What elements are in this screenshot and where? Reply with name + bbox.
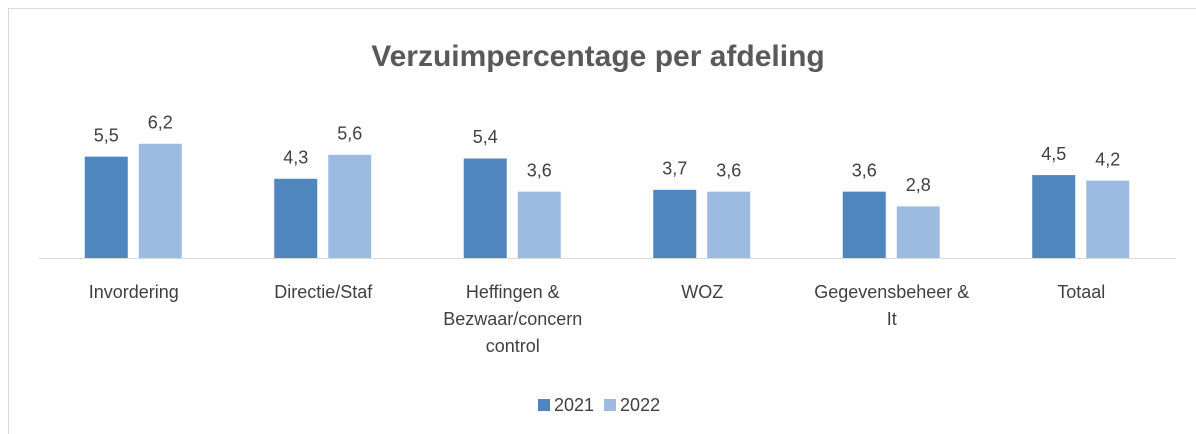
legend-label: 2021 <box>554 395 594 415</box>
bar <box>84 156 128 258</box>
chart-title: Verzuimpercentage per afdeling <box>371 40 824 73</box>
data-label: 5,4 <box>473 127 498 147</box>
x-tick-label: Heffingen & Bezwaar/concern control <box>443 282 583 356</box>
data-label: 5,5 <box>94 125 119 145</box>
bar <box>896 206 940 258</box>
bar <box>1032 175 1076 258</box>
bar <box>463 158 507 258</box>
bar <box>274 178 318 258</box>
data-label: 5,6 <box>337 124 362 144</box>
x-tick-label: Invordering <box>88 282 179 302</box>
x-tick-label: Directie/Staf <box>274 282 373 302</box>
legend-swatch <box>538 399 550 411</box>
bar <box>1086 180 1130 258</box>
bar <box>138 143 182 258</box>
chart-border <box>8 8 1196 434</box>
bar <box>707 191 751 258</box>
x-tick-label: Gegevensbeheer & It <box>814 282 970 329</box>
bar <box>653 189 697 258</box>
data-label: 3,6 <box>527 160 552 180</box>
legend-label: 2022 <box>620 395 660 415</box>
data-label: 6,2 <box>148 112 173 132</box>
x-tick-label: WOZ <box>681 282 724 302</box>
bar <box>517 191 561 258</box>
data-label: 4,2 <box>1095 149 1120 169</box>
data-label: 3,6 <box>852 160 877 180</box>
bar <box>842 191 886 258</box>
bar <box>328 154 372 258</box>
data-label: 3,6 <box>716 160 741 180</box>
data-label: 4,3 <box>283 148 308 168</box>
data-label: 2,8 <box>906 175 931 195</box>
data-label: 4,5 <box>1041 144 1066 164</box>
legend-swatch <box>604 399 617 411</box>
x-tick-label: Totaal <box>1057 282 1106 302</box>
data-label: 3,7 <box>662 159 687 179</box>
